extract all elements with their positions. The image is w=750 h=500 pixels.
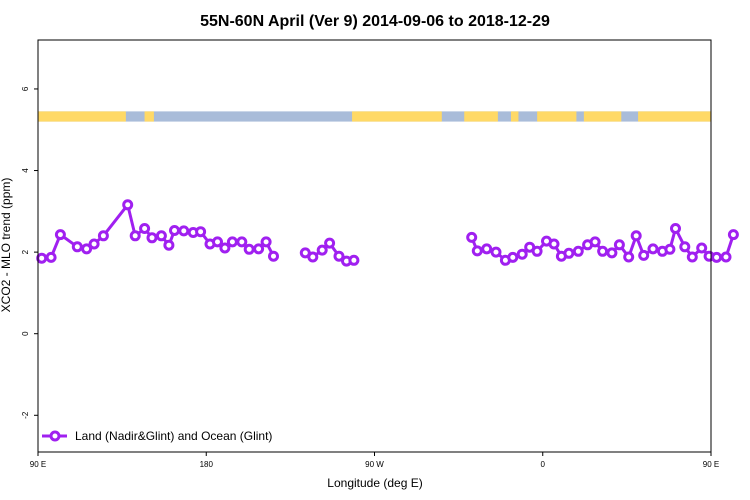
data-point (679, 241, 691, 253)
land-span (144, 111, 154, 122)
x-tick-label: 90 E (703, 460, 719, 469)
plot-frame (37, 39, 712, 453)
series-group (36, 199, 739, 267)
data-point (589, 236, 601, 248)
data-point (122, 199, 134, 211)
data-point (597, 245, 609, 257)
data-point (696, 242, 708, 254)
data-point (97, 230, 109, 242)
land-span (352, 111, 442, 122)
data-point (664, 243, 676, 255)
y-tick-label: 2 (21, 249, 30, 254)
data-point (630, 230, 642, 242)
data-point (647, 243, 659, 255)
x-tick-label: 0 (541, 460, 546, 469)
data-point (243, 243, 255, 255)
data-point (178, 225, 190, 237)
chart-title: 55N-60N April (Ver 9) 2014-09-06 to 2018… (200, 13, 550, 30)
y-tick-label: 4 (21, 168, 30, 173)
land-span (464, 111, 498, 122)
data-point (686, 251, 698, 263)
y-axis: -2 0 2 4 6 (21, 86, 38, 419)
data-point (638, 249, 650, 261)
y-tick-label: 0 (21, 331, 30, 336)
land-span (583, 111, 622, 122)
data-point (268, 250, 279, 262)
data-point (613, 239, 625, 251)
data-point (711, 251, 723, 263)
x-tick-label: 180 (200, 460, 214, 469)
x-tick-label: 90 E (30, 460, 46, 469)
data-point (348, 254, 360, 266)
data-point (471, 245, 483, 257)
data-point (146, 232, 158, 244)
data-point (36, 252, 48, 264)
x-axis-label: Longitude (deg E) (327, 476, 422, 490)
data-point (54, 229, 66, 241)
data-point (71, 241, 83, 253)
x-axis: 90 E 180 90 W 0 90 E (30, 452, 719, 469)
land-span (38, 111, 126, 122)
data-point (155, 230, 167, 242)
data-point (490, 246, 502, 258)
legend-marker (49, 430, 61, 442)
data-point (507, 251, 519, 263)
y-tick-label: -2 (21, 411, 30, 419)
data-point (219, 242, 231, 254)
data-point (45, 251, 57, 263)
x-tick-label: 90 W (365, 460, 384, 469)
data-point (195, 226, 207, 238)
data-point (88, 238, 100, 250)
data-point (226, 236, 238, 248)
legend-label: Land (Nadir&Glint) and Ocean (Glint) (75, 429, 272, 443)
data-point (606, 247, 618, 259)
data-point (212, 236, 223, 248)
land-span (510, 111, 519, 122)
data-point (260, 236, 272, 248)
data-point (481, 243, 493, 255)
data-point (307, 251, 319, 263)
data-point (81, 243, 93, 255)
land-ocean-strip (38, 111, 711, 122)
legend: Land (Nadir&Glint) and Ocean (Glint) (42, 429, 272, 443)
data-point (236, 236, 248, 248)
data-point (670, 223, 681, 234)
data-point (572, 245, 584, 257)
data-point (466, 231, 478, 243)
data-point (169, 225, 180, 236)
data-point (163, 239, 175, 251)
data-point (316, 244, 328, 256)
land-span (638, 111, 711, 122)
data-point (720, 251, 732, 263)
data-point (623, 251, 635, 263)
data-point (516, 248, 528, 260)
data-point (324, 237, 336, 249)
data-point (563, 247, 575, 259)
data-point (139, 223, 151, 234)
y-tick-label: 6 (21, 86, 30, 91)
data-point (548, 238, 560, 250)
data-point (727, 229, 739, 241)
data-point (531, 245, 543, 257)
data-point (253, 243, 265, 255)
land-span (537, 111, 577, 122)
y-axis-label: XCO2 - MLO trend (ppm) (0, 178, 13, 313)
data-point (129, 230, 141, 242)
data-point (333, 250, 345, 262)
